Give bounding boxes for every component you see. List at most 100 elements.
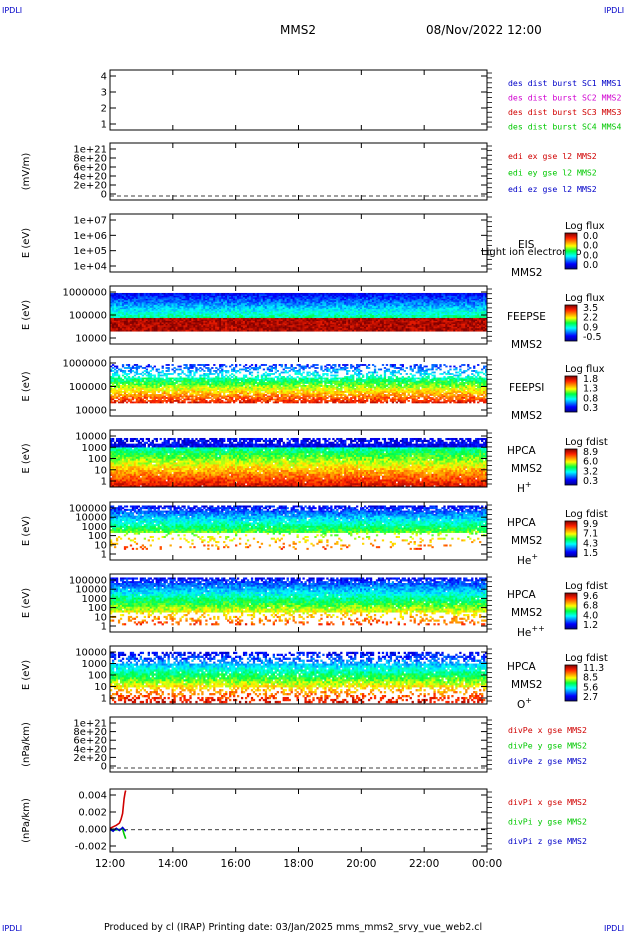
spectrogram-cell — [235, 316, 238, 319]
spectrogram-cell — [304, 301, 307, 304]
spectrogram-cell — [223, 320, 226, 323]
spectrogram-cell — [217, 325, 220, 328]
spectrogram-cell — [288, 307, 291, 310]
spectrogram-cell — [358, 309, 361, 311]
colorbar-title: Log flux — [565, 221, 605, 232]
spectrogram-cell — [276, 316, 279, 319]
spectrogram-cell — [225, 303, 228, 306]
spectrogram-cell — [183, 295, 186, 298]
spectrogram-cell — [238, 328, 242, 331]
spectrogram-cell — [111, 326, 115, 329]
spectrogram-cell — [356, 325, 359, 328]
spectrogram-cell — [183, 297, 186, 300]
spectrogram-cell — [306, 300, 309, 303]
spectrogram-cell — [129, 298, 133, 301]
spectrogram-cell — [207, 303, 210, 306]
spectrogram-cell — [330, 317, 333, 320]
spectrogram-cell — [262, 315, 266, 317]
spectrogram-cell — [242, 297, 246, 300]
spectrogram-cell — [375, 300, 379, 303]
spectrogram-cell — [300, 298, 303, 301]
spectrogram-cell — [356, 326, 359, 329]
spectrogram-cell — [157, 310, 160, 313]
spectrogram-cell — [217, 300, 220, 303]
spectrogram-cell — [137, 303, 141, 306]
spectrogram-cell — [373, 306, 377, 308]
spectrogram-cell — [292, 310, 295, 313]
spectrogram-cell — [153, 323, 156, 326]
spectrogram-cell — [334, 320, 337, 323]
spectrogram-cell — [185, 316, 188, 319]
spectrogram-cell — [294, 323, 297, 326]
spectrogram-cell — [183, 298, 186, 301]
spectrogram-cell — [328, 301, 331, 304]
spectrogram-cell — [236, 325, 240, 328]
spectrogram-cell — [205, 300, 208, 303]
spectrogram-cell — [207, 317, 210, 320]
spectrogram-cell — [258, 322, 262, 325]
spectrogram-cell — [266, 326, 270, 329]
spectrogram-cell — [177, 316, 180, 319]
spectrogram-cell — [352, 294, 355, 297]
spectrogram-cell — [223, 306, 226, 308]
spectrogram-cell — [344, 294, 347, 297]
spectrogram-cell — [187, 301, 190, 304]
spectrogram-cell — [346, 326, 349, 329]
spectrogram-cell — [129, 323, 133, 326]
spectrogram-cell — [141, 315, 145, 317]
spectrogram-cell — [229, 316, 232, 319]
spectrogram-cell — [169, 329, 172, 332]
spectrogram-cell — [242, 306, 246, 308]
spectrogram-cell — [173, 309, 176, 311]
spectrogram-cell — [175, 312, 178, 314]
spectrogram-cell — [288, 319, 291, 322]
spectrogram-cell — [177, 328, 180, 331]
spectrogram-cell — [258, 312, 262, 314]
spectrogram-cell — [233, 320, 236, 323]
spectrogram-cell — [141, 317, 145, 320]
spectrogram-cell — [381, 300, 385, 303]
spectrogram-cell — [209, 301, 212, 304]
spectrogram-cell — [360, 326, 363, 329]
spectrogram-cell — [191, 315, 194, 317]
spectrogram-cell — [133, 329, 137, 332]
spectrogram-cell — [183, 313, 186, 316]
spectrogram-cell — [199, 309, 202, 311]
spectrogram-cell — [159, 294, 162, 297]
spectrogram-cell — [207, 310, 210, 313]
spectrogram-cell — [203, 328, 206, 331]
spectrogram-cell — [322, 320, 325, 323]
spectrogram-cell — [135, 294, 139, 297]
spectrogram-cell — [268, 325, 272, 328]
spectrogram-cell — [292, 303, 295, 306]
spectrogram-cell — [314, 295, 317, 298]
spectrogram-cell — [227, 317, 230, 320]
spectrogram-cell — [266, 325, 270, 328]
spectrogram-cell — [209, 297, 212, 300]
spectrogram-cell — [225, 329, 228, 332]
spectrogram-cell — [246, 323, 250, 326]
spectrogram-cell — [312, 301, 315, 304]
spectrogram-cell — [175, 301, 178, 304]
spectrogram-cell — [240, 309, 244, 311]
spectrogram-cell — [129, 322, 133, 325]
spectrogram-cell — [292, 300, 295, 303]
spectrogram-cell — [318, 325, 321, 328]
spectrogram-cell — [236, 323, 240, 326]
spectrogram-cell — [223, 315, 226, 317]
spectrogram-cell — [123, 294, 127, 297]
spectrogram-cell — [316, 323, 319, 326]
spectrogram-cell — [113, 300, 117, 303]
spectrogram-cell — [117, 323, 121, 326]
spectrogram-cell — [147, 325, 150, 328]
spectrogram-cell — [300, 329, 303, 332]
spectrogram-cell — [221, 309, 224, 311]
spectrogram-cell — [227, 326, 230, 329]
spectrogram-cell — [145, 294, 148, 297]
spectrogram-cell — [300, 306, 303, 308]
spectrogram-cell — [344, 329, 347, 332]
spectrogram-cell — [284, 312, 287, 314]
spectrogram-cell — [358, 292, 361, 295]
spectrogram-cell — [173, 304, 176, 307]
